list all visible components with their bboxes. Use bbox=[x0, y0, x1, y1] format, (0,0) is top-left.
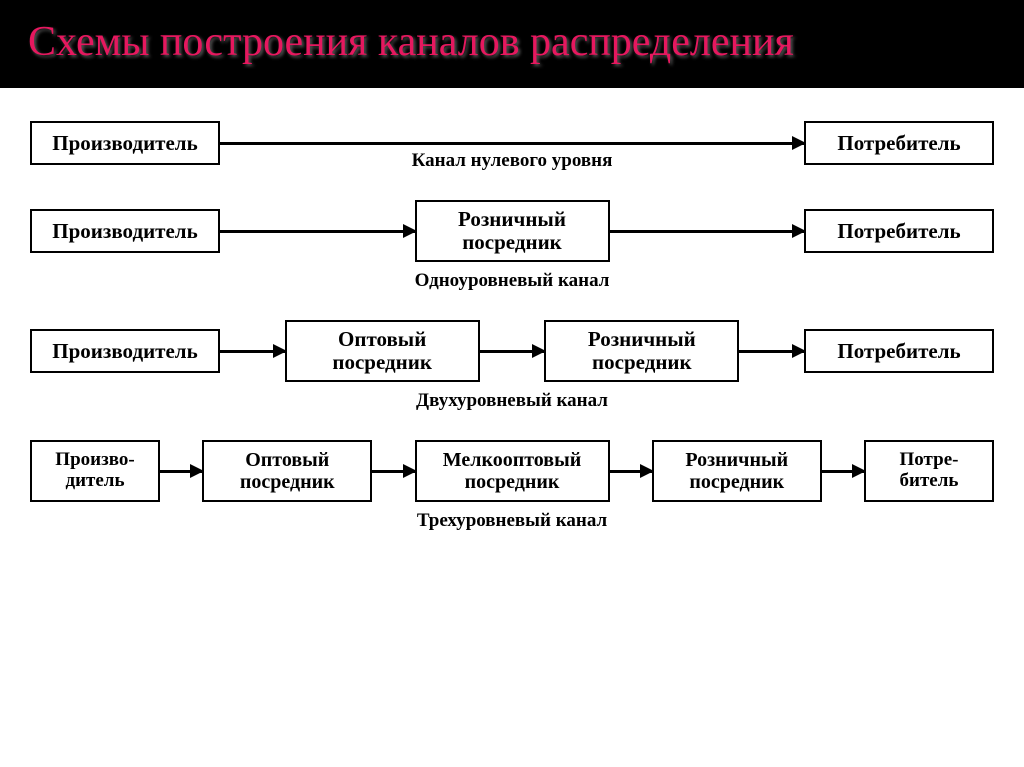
page-title: Схемы построения каналов распределения bbox=[28, 18, 996, 66]
channel-row: Производитель Розничный посредник Потреб… bbox=[30, 200, 994, 262]
node-consumer: Потребитель bbox=[804, 209, 994, 253]
node-producer: Производитель bbox=[30, 329, 220, 373]
arrow-icon bbox=[822, 470, 865, 473]
node-consumer: Потре-битель bbox=[864, 440, 994, 502]
slide-header: Схемы построения каналов распределения bbox=[0, 0, 1024, 88]
channel-zero-level: Производитель Потребитель Канал нулевого… bbox=[30, 112, 994, 172]
channel-row: Производитель Оптовый посредник Розничны… bbox=[30, 320, 994, 382]
node-small-wholesale-intermediary: Мелкооптовый посредник bbox=[415, 440, 610, 502]
channel-two-level: Производитель Оптовый посредник Розничны… bbox=[30, 320, 994, 412]
arrow-icon bbox=[372, 470, 415, 473]
arrow-icon bbox=[739, 350, 805, 353]
arrow-icon bbox=[160, 470, 203, 473]
diagram-area: Производитель Потребитель Канал нулевого… bbox=[0, 88, 1024, 558]
channel-row: Произво-дитель Оптовый посредник Мелкооп… bbox=[30, 440, 994, 502]
channel-one-level: Производитель Розничный посредник Потреб… bbox=[30, 200, 994, 292]
arrow-icon bbox=[610, 230, 806, 233]
channel-caption: Трехуровневый канал bbox=[30, 510, 994, 532]
channel-caption: Одноуровневый канал bbox=[30, 270, 994, 292]
arrow-icon bbox=[220, 142, 805, 145]
node-retail-intermediary: Розничный посредник bbox=[544, 320, 739, 382]
channel-three-level: Произво-дитель Оптовый посредник Мелкооп… bbox=[30, 440, 994, 532]
arrow-icon bbox=[220, 230, 416, 233]
node-retail-intermediary: Розничный посредник bbox=[652, 440, 822, 502]
node-producer: Производитель bbox=[30, 209, 220, 253]
arrow-icon bbox=[480, 350, 546, 353]
node-wholesale-intermediary: Оптовый посредник bbox=[202, 440, 372, 502]
arrow-icon bbox=[610, 470, 653, 473]
node-producer: Произво-дитель bbox=[30, 440, 160, 502]
channel-caption: Канал нулевого уровня bbox=[30, 150, 994, 172]
node-wholesale-intermediary: Оптовый посредник bbox=[285, 320, 480, 382]
arrow-icon bbox=[220, 350, 286, 353]
channel-caption: Двухуровневый канал bbox=[30, 390, 994, 412]
node-consumer: Потребитель bbox=[804, 329, 994, 373]
node-retail-intermediary: Розничный посредник bbox=[415, 200, 610, 262]
